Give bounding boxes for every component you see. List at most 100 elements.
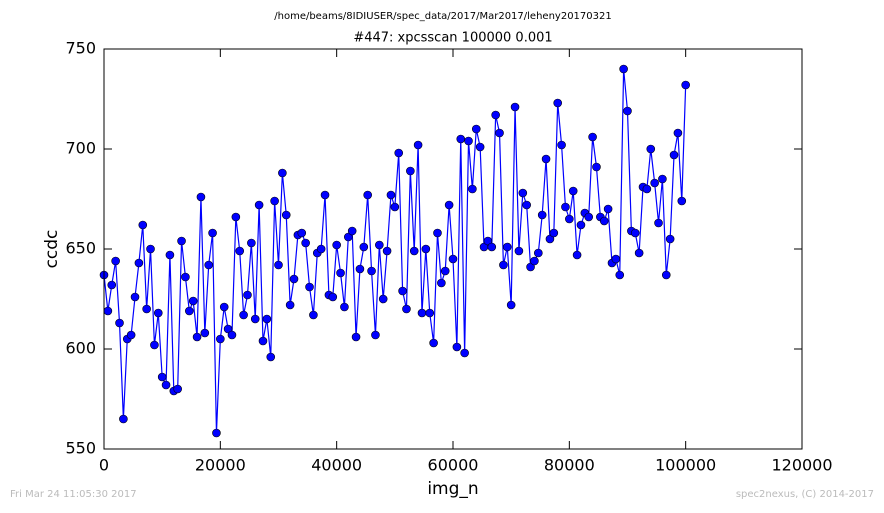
data-point: [153, 308, 163, 318]
data-point: [510, 102, 520, 112]
y-tick-label: 750: [65, 39, 96, 58]
data-point: [146, 244, 155, 254]
data-point: [216, 334, 225, 344]
data-point: [429, 338, 438, 348]
data-point: [530, 256, 539, 266]
data-point: [382, 246, 392, 256]
data-point: [468, 184, 477, 194]
data-point: [460, 348, 469, 358]
data-point: [654, 218, 663, 228]
data-point: [499, 260, 508, 270]
data-point: [402, 304, 411, 314]
data-point: [634, 248, 644, 258]
plot-frame: [103, 48, 803, 450]
data-point: [406, 166, 415, 176]
data-point: [363, 190, 372, 200]
data-point: [549, 228, 559, 238]
data-point: [398, 286, 407, 296]
y-tick-label: 650: [65, 239, 96, 258]
data-point: [285, 300, 295, 310]
data-point: [545, 234, 555, 244]
data-point: [278, 168, 287, 178]
data-point: [646, 144, 656, 154]
data-point: [390, 202, 400, 212]
data-point: [208, 228, 217, 238]
data-point: [138, 220, 148, 230]
footer-left: Fri Mar 24 11:05:30 2017: [10, 489, 137, 500]
data-point: [592, 162, 601, 172]
data-point: [161, 380, 171, 390]
data-point: [572, 250, 582, 260]
data-point: [270, 196, 279, 206]
data-point: [522, 200, 531, 210]
data-point: [378, 294, 388, 304]
data-point: [534, 248, 543, 258]
data-point: [375, 240, 384, 250]
data-point: [126, 330, 136, 340]
data-point: [526, 262, 535, 272]
data-point: [103, 306, 113, 316]
data-point: [487, 242, 497, 252]
data-point: [677, 196, 687, 206]
data-point: [305, 282, 314, 292]
data-point: [355, 264, 365, 274]
data-point: [258, 336, 268, 346]
data-point: [119, 414, 128, 424]
footer-right: spec2nexus, (C) 2014-2017: [736, 489, 874, 500]
data-point: [452, 342, 462, 352]
data-point: [157, 372, 167, 382]
data-point: [537, 210, 547, 220]
data-point: [541, 154, 551, 164]
data-point: [281, 210, 291, 220]
chart-title: /home/beams/8IDIUSER/spec_data/2017/Mar2…: [274, 11, 611, 22]
data-point: [483, 236, 493, 246]
data-point: [173, 384, 182, 394]
data-point: [150, 340, 159, 350]
y-axis-label: ccdc: [42, 230, 62, 269]
data-point: [437, 278, 446, 288]
data-point: [502, 242, 512, 252]
data-point: [142, 304, 151, 314]
data-point: [239, 310, 248, 320]
series-line: [103, 68, 687, 434]
data-point: [642, 184, 652, 194]
data-point: [433, 228, 442, 238]
data-point: [188, 296, 198, 306]
x-tick-label: 0: [99, 456, 109, 475]
data-point: [289, 274, 299, 284]
data-point: [235, 246, 245, 256]
data-point: [417, 308, 427, 318]
data-point: [619, 64, 628, 74]
data-point: [297, 228, 307, 238]
data-point: [367, 266, 376, 276]
data-point: [371, 330, 380, 340]
data-point: [630, 228, 640, 238]
data-point: [328, 292, 338, 302]
data-point: [185, 306, 194, 316]
data-point: [134, 258, 144, 268]
data-point: [165, 250, 175, 260]
data-point: [301, 238, 310, 248]
data-point: [413, 140, 423, 150]
data-point: [514, 246, 524, 256]
data-point: [266, 352, 276, 362]
data-point: [576, 220, 586, 230]
data-point: [181, 272, 190, 282]
data-point: [115, 318, 124, 328]
data-point: [623, 106, 632, 116]
data-point: [340, 302, 349, 312]
data-point: [603, 204, 613, 214]
data-point: [386, 190, 396, 200]
data-point: [506, 300, 516, 310]
data-point: [192, 332, 202, 342]
data-point: [227, 330, 237, 340]
data-point: [343, 232, 353, 242]
data-point: [309, 310, 318, 320]
chart-subtitle: #447: xpcsscan 100000 0.001: [353, 31, 552, 46]
data-point: [421, 244, 431, 254]
x-tick-label: 100000: [655, 456, 716, 475]
data-point: [475, 142, 485, 152]
data-point: [250, 314, 260, 324]
data-point: [409, 246, 419, 256]
data-point: [425, 308, 435, 318]
